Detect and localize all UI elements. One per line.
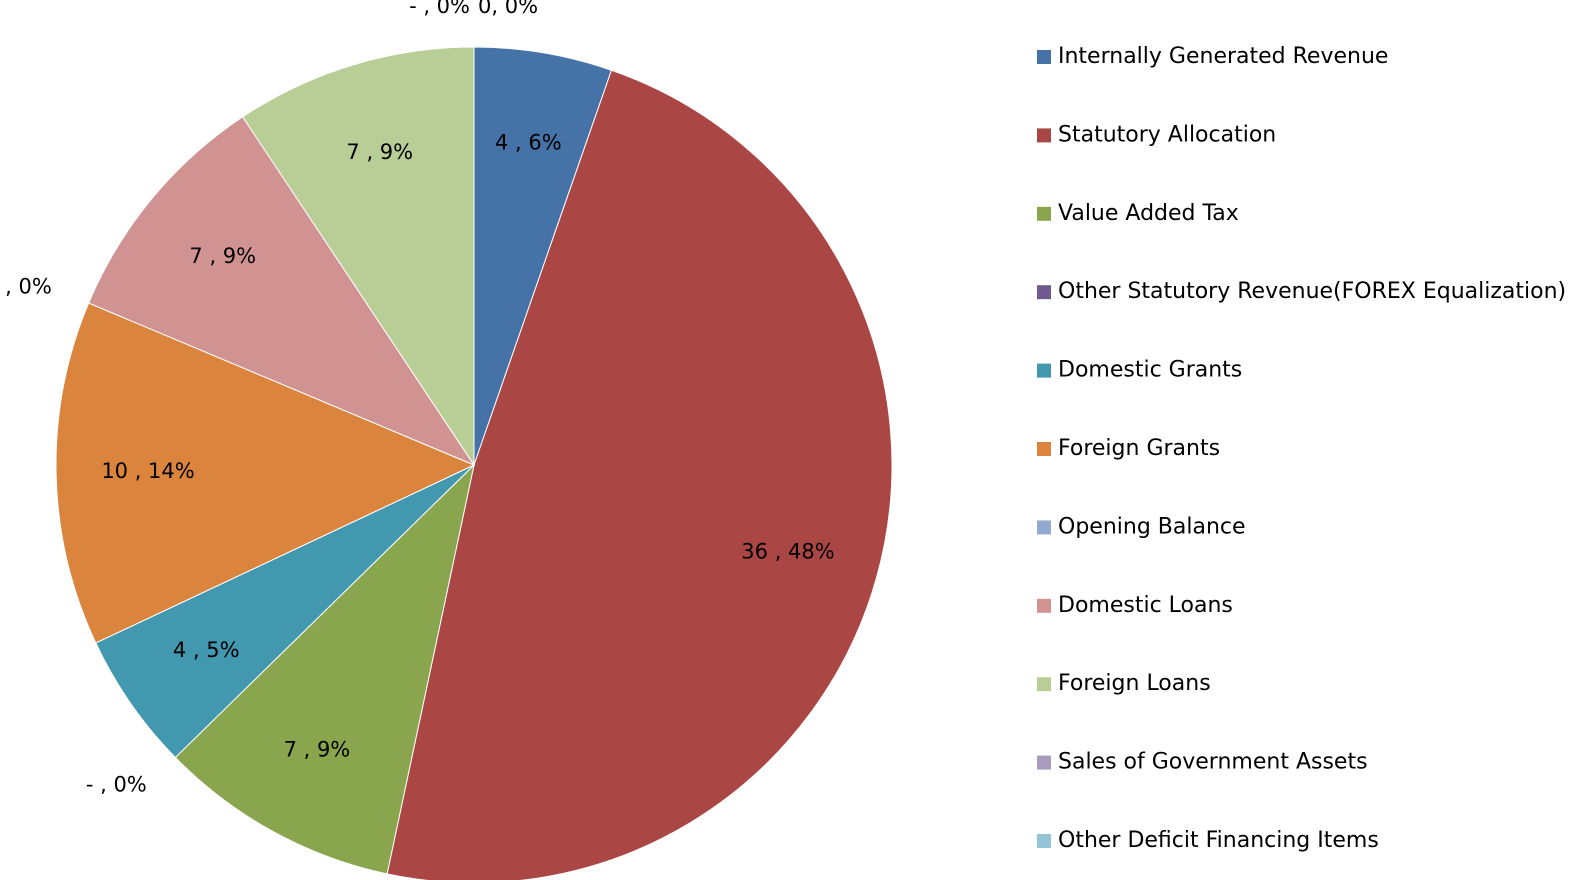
legend-swatch <box>1037 442 1051 456</box>
data-label: 7 , 9% <box>189 244 256 268</box>
legend-label: Opening Balance <box>1058 514 1246 539</box>
legend-swatch <box>1037 520 1051 535</box>
legend-swatch <box>1037 598 1051 613</box>
pie-slice <box>241 46 475 467</box>
legend-swatch <box>1037 285 1051 300</box>
pie-slice <box>473 46 613 466</box>
data-label: 4 , 5% <box>173 638 240 662</box>
legend-label: Other Statutory Revenue(FOREX Equalizati… <box>1058 279 1566 304</box>
legend-label: Foreign Loans <box>1058 671 1211 696</box>
data-label: 0, 0% <box>478 0 538 18</box>
legend-label: Value Added Tax <box>1058 201 1239 226</box>
legend-label: Domestic Grants <box>1058 358 1242 383</box>
legend-label: Statutory Allocation <box>1058 122 1276 147</box>
data-label: 36 , 48% <box>741 540 834 564</box>
pie-slice <box>88 116 476 467</box>
data-label: 10 , 14% <box>101 459 194 483</box>
legend-swatch <box>1037 834 1051 848</box>
data-label: - , 0% <box>0 275 52 299</box>
legend-label: Other Deficit Financing Items <box>1058 828 1379 853</box>
data-label: 4 , 6% <box>495 131 562 155</box>
data-label: 7 , 9% <box>346 140 413 164</box>
pie-slice <box>95 464 475 759</box>
data-label: - , 0% <box>409 0 470 18</box>
data-label: - , 0% <box>86 772 147 796</box>
legend-label: Domestic Loans <box>1058 593 1233 618</box>
data-label: 7 , 9% <box>284 738 351 762</box>
legend-swatch <box>1037 755 1051 770</box>
legend-swatch <box>1037 206 1051 221</box>
legend-swatch <box>1037 363 1051 378</box>
legend-swatch <box>1037 128 1051 143</box>
legend-label: Foreign Grants <box>1058 436 1220 461</box>
legend-swatch <box>1037 50 1051 64</box>
pie-slice <box>55 302 476 644</box>
pie-slice <box>386 69 893 880</box>
legend-label: Sales of Government Assets <box>1058 750 1368 775</box>
legend-swatch <box>1037 677 1051 692</box>
legend-label: Internally Generated Revenue <box>1058 44 1388 69</box>
pie-slice <box>174 463 475 875</box>
